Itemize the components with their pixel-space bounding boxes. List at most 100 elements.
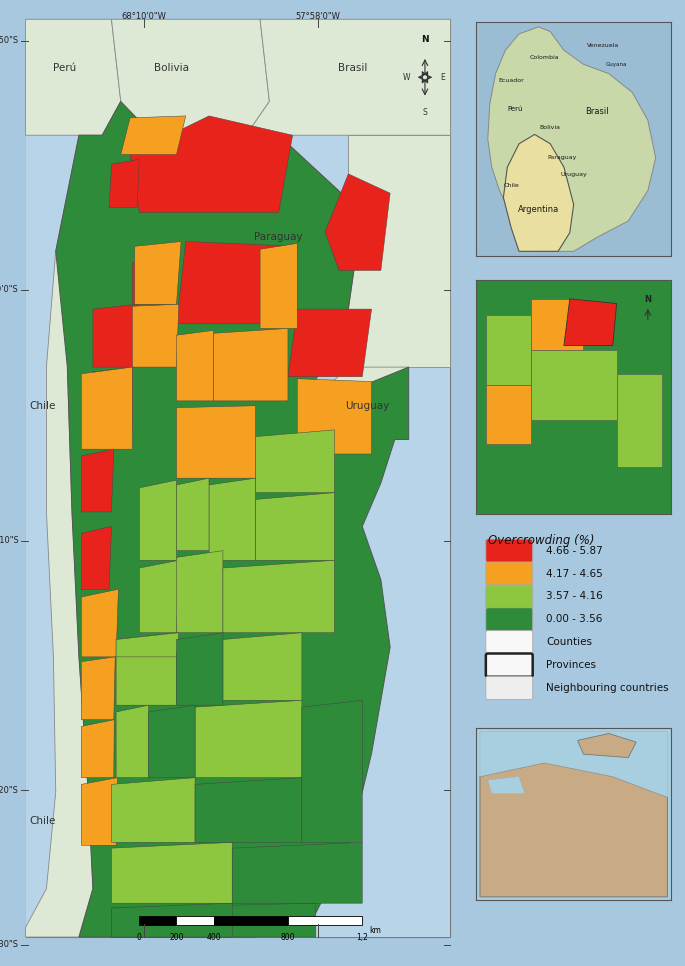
Text: Ecuador: Ecuador (499, 78, 524, 83)
Polygon shape (348, 135, 451, 367)
Polygon shape (93, 367, 132, 430)
Polygon shape (209, 135, 362, 309)
Polygon shape (177, 330, 214, 401)
Text: 39°9'10"S: 39°9'10"S (0, 536, 18, 546)
Polygon shape (116, 633, 179, 657)
Polygon shape (297, 379, 371, 454)
Text: 1,2: 1,2 (356, 933, 369, 942)
Text: Guyana: Guyana (606, 62, 627, 67)
Text: 18°48'50"S: 18°48'50"S (0, 36, 18, 45)
Polygon shape (288, 309, 371, 377)
Text: 28°59'0"S: 28°59'0"S (0, 285, 18, 295)
Text: N: N (421, 36, 429, 44)
Polygon shape (102, 19, 269, 135)
Text: 57°58'0"W: 57°58'0"W (296, 12, 340, 20)
Polygon shape (616, 374, 662, 468)
Text: Neighbouring countries: Neighbouring countries (547, 683, 669, 693)
Polygon shape (195, 700, 302, 778)
Polygon shape (564, 298, 616, 346)
Text: Paraguay: Paraguay (547, 156, 577, 160)
FancyBboxPatch shape (486, 562, 533, 585)
Polygon shape (55, 101, 409, 937)
Bar (139, 916, 177, 925)
Polygon shape (476, 280, 671, 514)
Text: 200: 200 (169, 933, 184, 942)
Polygon shape (93, 304, 137, 367)
Polygon shape (177, 406, 256, 478)
Polygon shape (256, 430, 334, 493)
Text: Uruguay: Uruguay (345, 401, 389, 411)
Polygon shape (82, 657, 115, 720)
Polygon shape (82, 367, 132, 449)
Polygon shape (209, 478, 256, 560)
Polygon shape (577, 733, 636, 757)
Text: 800: 800 (281, 933, 295, 942)
Text: km: km (369, 926, 381, 935)
Text: Brasil: Brasil (585, 106, 609, 116)
FancyBboxPatch shape (486, 676, 533, 699)
Polygon shape (121, 116, 186, 155)
Polygon shape (256, 493, 334, 560)
Polygon shape (82, 589, 119, 657)
Text: Chile: Chile (503, 184, 519, 188)
Polygon shape (132, 261, 165, 304)
Polygon shape (531, 298, 584, 351)
Polygon shape (488, 27, 656, 251)
Text: 68°10'0"W: 68°10'0"W (121, 12, 166, 20)
Polygon shape (116, 633, 177, 705)
Text: 49°19'20"S: 49°19'20"S (0, 785, 18, 795)
Polygon shape (112, 778, 195, 842)
Polygon shape (480, 732, 667, 797)
Polygon shape (260, 243, 297, 328)
Polygon shape (302, 367, 409, 440)
Text: Bolivia: Bolivia (540, 125, 561, 129)
Text: Brasil: Brasil (338, 63, 368, 72)
Text: Perú: Perú (53, 63, 77, 72)
Polygon shape (531, 351, 616, 420)
Text: Uruguay: Uruguay (560, 172, 587, 177)
FancyBboxPatch shape (486, 539, 533, 562)
Polygon shape (82, 526, 112, 589)
FancyBboxPatch shape (486, 653, 533, 677)
Polygon shape (112, 903, 316, 937)
Polygon shape (109, 159, 139, 208)
Polygon shape (112, 903, 232, 937)
Polygon shape (132, 304, 179, 367)
Polygon shape (488, 777, 525, 794)
Bar (177, 916, 214, 925)
Polygon shape (25, 135, 102, 937)
Text: 59°29'30"S: 59°29'30"S (0, 940, 18, 950)
Text: 3.57 - 4.16: 3.57 - 4.16 (547, 591, 603, 602)
Polygon shape (486, 385, 531, 443)
Text: E: E (440, 72, 445, 82)
Polygon shape (195, 778, 302, 842)
FancyBboxPatch shape (486, 608, 533, 631)
Polygon shape (486, 315, 531, 385)
Bar (288, 916, 362, 925)
Polygon shape (25, 19, 121, 135)
Polygon shape (116, 705, 149, 778)
Polygon shape (325, 174, 390, 270)
Text: Perú: Perú (508, 105, 523, 112)
FancyBboxPatch shape (486, 584, 533, 609)
Polygon shape (177, 478, 209, 551)
Text: Chile: Chile (29, 401, 56, 411)
Polygon shape (82, 778, 118, 845)
Polygon shape (246, 19, 451, 135)
Polygon shape (223, 560, 334, 633)
Text: 0.00 - 3.56: 0.00 - 3.56 (547, 614, 603, 624)
Text: Provinces: Provinces (547, 660, 597, 670)
Polygon shape (149, 705, 195, 778)
Polygon shape (177, 551, 223, 633)
Text: 400: 400 (206, 933, 221, 942)
Polygon shape (139, 480, 177, 560)
Text: Overcrowding (%): Overcrowding (%) (488, 534, 595, 547)
Polygon shape (214, 328, 288, 401)
Text: Paraguay: Paraguay (254, 232, 303, 242)
Text: Counties: Counties (547, 638, 593, 647)
Polygon shape (480, 763, 667, 896)
Text: Chile: Chile (29, 816, 56, 826)
Text: Colombia: Colombia (530, 55, 559, 60)
Text: Venezuela: Venezuela (587, 43, 619, 48)
Polygon shape (139, 560, 179, 633)
